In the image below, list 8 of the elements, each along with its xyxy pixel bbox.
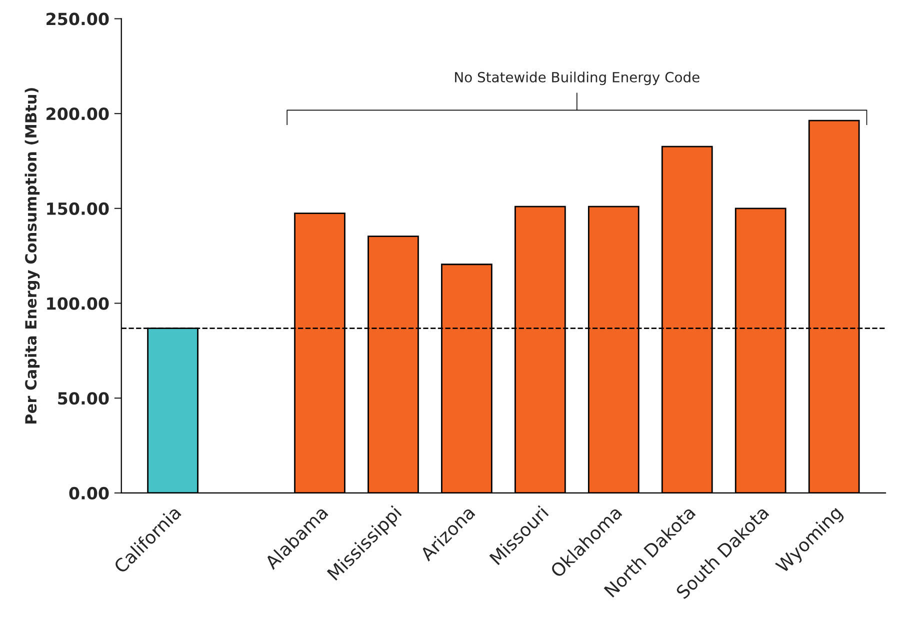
- y-tick-label: 250.00: [46, 12, 109, 26]
- annotation: No Statewide Building Energy Code: [455, 72, 700, 86]
- y-tick-label: 0.00: [69, 486, 109, 500]
- y-tick-label: 150.00: [47, 202, 109, 215]
- y-tick-label: 200.00: [46, 108, 109, 120]
- y-axis-title: Per Capita Energy Consumption (MBtu): [24, 88, 40, 424]
- y-tick-label: 100.00: [47, 297, 109, 310]
- y-tick-label: 50.00: [58, 392, 109, 405]
